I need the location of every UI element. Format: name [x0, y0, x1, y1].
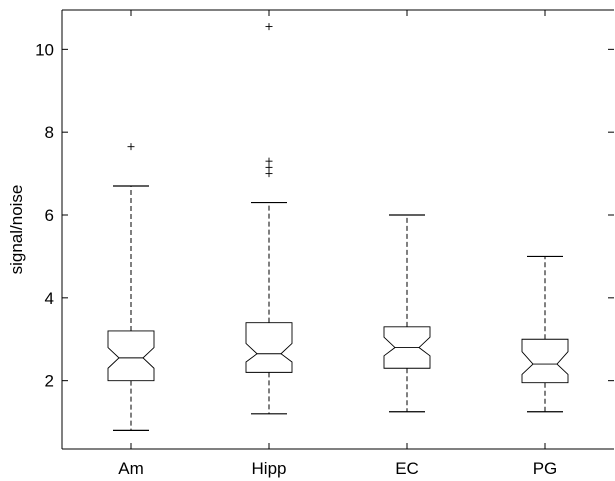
outlier-marker	[265, 170, 273, 178]
y-tick-label: 4	[45, 289, 54, 308]
notched-box	[383, 326, 431, 369]
notched-box	[521, 338, 569, 384]
x-tick-label-am: Am	[118, 459, 144, 478]
box-ec	[383, 214, 431, 413]
notched-box	[245, 322, 293, 373]
y-axis-label: signal/noise	[7, 185, 26, 275]
axes	[61, 9, 614, 450]
y-tick-label: 8	[45, 123, 54, 142]
x-tick-label-hipp: Hipp	[252, 459, 287, 478]
y-tick-label: 2	[45, 372, 54, 391]
outlier-marker	[265, 23, 273, 31]
x-tick-label-ec: EC	[395, 459, 419, 478]
x-axis-ticks: Am Hipp EC PG	[118, 10, 557, 478]
outlier-marker	[127, 143, 135, 151]
notched-box	[107, 330, 155, 382]
box-pg	[521, 255, 569, 413]
y-axis-ticks: 2 4 6 8 10	[35, 40, 614, 391]
outlier-marker	[265, 163, 273, 171]
box-hipp	[245, 23, 293, 415]
box-am	[107, 143, 155, 431]
y-tick-label: 10	[35, 40, 54, 59]
x-tick-label-pg: PG	[533, 459, 558, 478]
outlier-marker	[265, 157, 273, 165]
boxes-group	[107, 23, 569, 431]
y-tick-label: 6	[45, 206, 54, 225]
